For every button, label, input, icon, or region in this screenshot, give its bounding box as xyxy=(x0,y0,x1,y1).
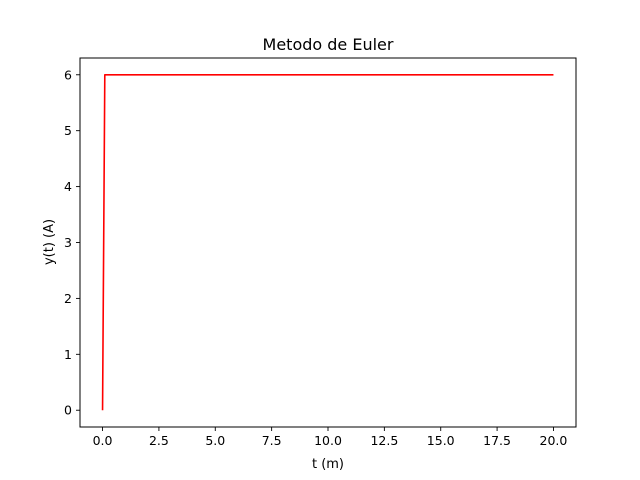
x-tick-label: 7.5 xyxy=(262,433,282,448)
x-tick-label: 15.0 xyxy=(427,433,455,448)
x-tick-label: 17.5 xyxy=(483,433,511,448)
y-tick-label: 3 xyxy=(64,235,72,250)
y-tick-label: 4 xyxy=(64,179,72,194)
x-axis-label: t (m) xyxy=(312,457,344,472)
y-tick-label: 1 xyxy=(64,347,72,362)
x-tick-label: 12.5 xyxy=(370,433,398,448)
x-axis: 0.0 2.5 5.0 7.5 10.0 12.5 15.0 17.5 20.0 xyxy=(93,427,568,448)
x-tick-label: 2.5 xyxy=(149,433,169,448)
y-tick-label: 2 xyxy=(64,291,72,306)
x-tick-label: 5.0 xyxy=(205,433,225,448)
x-tick-label: 0.0 xyxy=(93,433,113,448)
y-axis: 0 1 2 3 4 5 6 xyxy=(64,67,80,418)
y-tick-label: 5 xyxy=(64,123,72,138)
plot-area xyxy=(101,73,554,411)
y-axis-label: y(t) (A) xyxy=(42,219,57,265)
x-tick-label: 10.0 xyxy=(314,433,342,448)
chart-title: Metodo de Euler xyxy=(263,35,394,54)
y-tick-label: 6 xyxy=(64,67,72,82)
series-line-0 xyxy=(101,73,554,411)
x-tick-label: 20.0 xyxy=(540,433,568,448)
y-tick-label: 0 xyxy=(64,403,72,418)
